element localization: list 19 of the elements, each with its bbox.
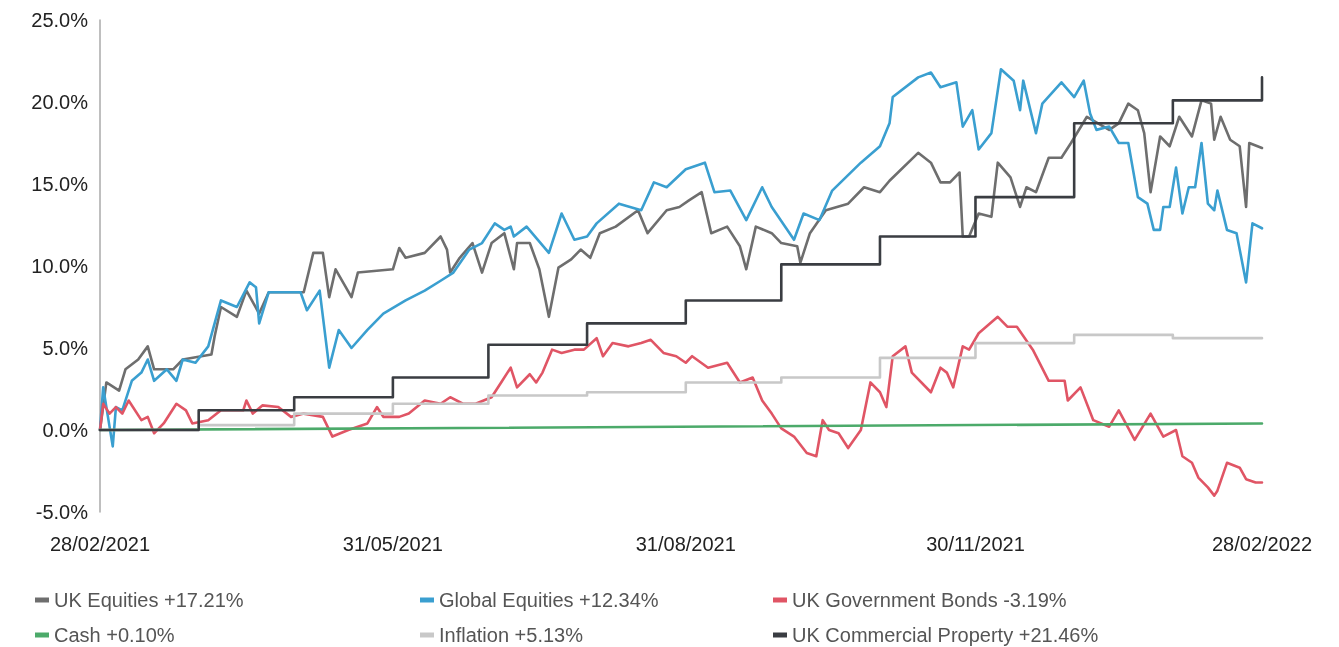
y-tick-label: 15.0% [31,173,89,195]
y-tick-label: 10.0% [31,255,89,277]
y-tick-label: 20.0% [31,91,89,113]
legend-label: UK Government Bonds -3.19% [792,589,1067,611]
y-tick-label: 0.0% [42,419,89,441]
x-tick-label: 31/05/2021 [342,533,443,555]
x-tick-label: 28/02/2022 [1211,533,1313,555]
y-tick-label: -5.0% [35,501,89,523]
y-tick-label: 25.0% [31,9,89,31]
x-tick-label: 28/02/2021 [49,533,151,555]
legend-label: Global Equities +12.34% [439,589,659,611]
legend-label: UK Commercial Property +21.46% [792,624,1099,646]
legend-label: Inflation +5.13% [439,624,584,646]
line-series [98,315,1264,497]
x-tick-label: 30/11/2021 [926,533,1025,555]
y-tick-label: 5.0% [42,337,89,359]
x-tick-label: 31/08/2021 [635,533,736,555]
legend-label: Cash +0.10% [54,624,175,646]
legend-label: UK Equities +17.21% [54,589,244,611]
